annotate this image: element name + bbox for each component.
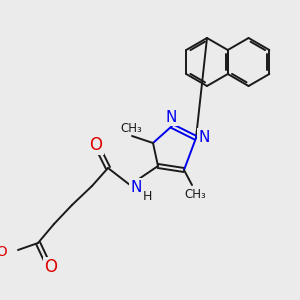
Text: H·O: H·O — [0, 245, 8, 259]
Text: O: O — [44, 258, 58, 276]
Text: CH₃: CH₃ — [120, 122, 142, 134]
Text: N: N — [198, 130, 210, 145]
Text: O: O — [89, 136, 103, 154]
Text: CH₃: CH₃ — [184, 188, 206, 200]
Text: N: N — [165, 110, 177, 124]
Text: N: N — [130, 179, 142, 194]
Text: H: H — [142, 190, 152, 203]
